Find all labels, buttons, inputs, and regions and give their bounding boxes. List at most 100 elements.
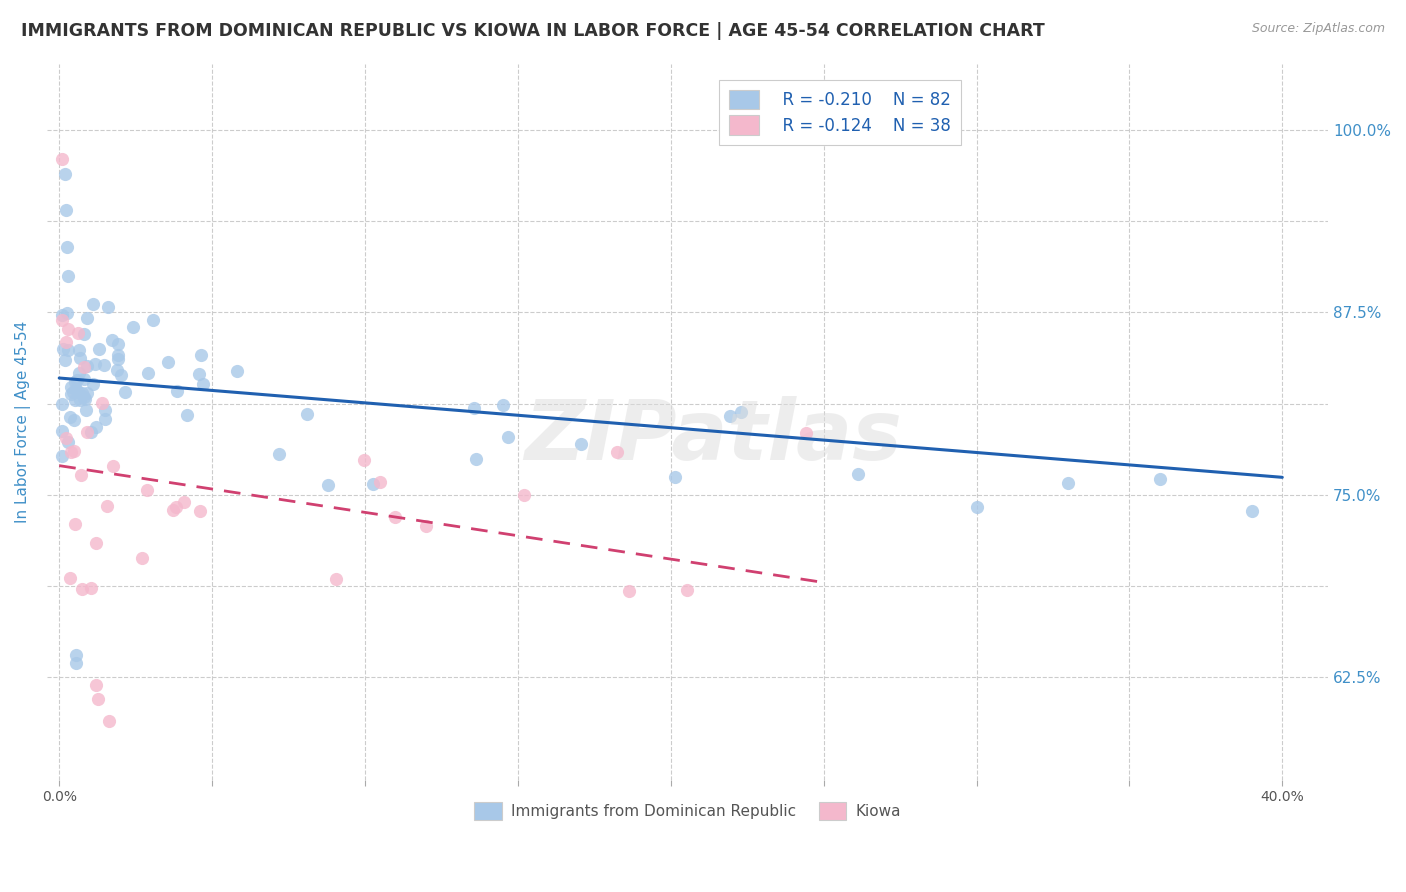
Point — [107, 351, 129, 366]
Point — [107, 348, 129, 362]
Point — [93, 358, 115, 372]
Point — [58, 435, 80, 450]
Point — [718, 409, 741, 424]
Point — [114, 384, 136, 399]
Point — [76, 425, 98, 440]
Point — [325, 573, 347, 587]
Point — [72, 326, 94, 341]
Point — [569, 436, 592, 450]
Point — [67, 343, 90, 358]
Point — [52, 342, 75, 356]
Point — [79, 582, 101, 596]
Point — [73, 392, 96, 406]
Point — [664, 470, 686, 484]
Point — [188, 367, 211, 381]
Text: Source: ZipAtlas.com: Source: ZipAtlas.com — [1251, 22, 1385, 36]
Point — [63, 412, 86, 426]
Point — [76, 310, 98, 325]
Point — [66, 373, 89, 387]
Point — [173, 494, 195, 508]
Point — [101, 333, 124, 347]
Point — [70, 386, 93, 401]
Point — [63, 375, 86, 389]
Point — [58, 268, 80, 283]
Point — [59, 571, 82, 585]
Point — [56, 322, 79, 336]
Point — [136, 366, 159, 380]
Point — [76, 386, 98, 401]
Point — [90, 395, 112, 409]
Point — [110, 368, 132, 382]
Point — [65, 516, 87, 531]
Point — [82, 377, 104, 392]
Point — [73, 390, 96, 404]
Legend: Immigrants from Dominican Republic, Kiowa: Immigrants from Dominican Republic, Kiow… — [468, 796, 907, 826]
Point — [846, 467, 869, 481]
Point — [94, 403, 117, 417]
Point — [79, 425, 101, 440]
Point — [84, 357, 107, 371]
Point — [51, 397, 73, 411]
Point — [176, 409, 198, 423]
Point — [70, 468, 93, 483]
Point — [606, 445, 628, 459]
Point — [190, 348, 212, 362]
Point — [465, 452, 488, 467]
Point — [463, 401, 485, 415]
Point — [191, 376, 214, 391]
Point — [1240, 504, 1263, 518]
Point — [59, 409, 82, 424]
Point — [53, 353, 76, 368]
Point — [65, 656, 87, 670]
Point — [55, 203, 77, 218]
Point — [101, 459, 124, 474]
Point — [142, 313, 165, 327]
Point — [63, 392, 86, 407]
Text: ZIPatlas: ZIPatlas — [524, 396, 903, 476]
Point — [56, 343, 79, 357]
Point — [513, 488, 536, 502]
Point — [84, 420, 107, 434]
Point — [1149, 472, 1171, 486]
Point — [966, 500, 988, 514]
Point — [225, 364, 247, 378]
Point — [94, 412, 117, 426]
Point — [53, 167, 76, 181]
Point — [1057, 475, 1080, 490]
Point — [730, 404, 752, 418]
Point — [121, 320, 143, 334]
Point — [59, 444, 82, 458]
Point — [51, 312, 73, 326]
Point — [794, 425, 817, 440]
Point — [353, 453, 375, 467]
Point — [59, 387, 82, 401]
Point — [156, 355, 179, 369]
Point — [97, 714, 120, 729]
Point — [51, 152, 73, 166]
Point — [59, 380, 82, 394]
Point — [676, 582, 699, 597]
Point — [84, 678, 107, 692]
Point — [75, 402, 97, 417]
Text: IMMIGRANTS FROM DOMINICAN REPUBLIC VS KIOWA IN LABOR FORCE | AGE 45-54 CORRELATI: IMMIGRANTS FROM DOMINICAN REPUBLIC VS KI… — [21, 22, 1045, 40]
Point — [67, 384, 90, 399]
Point — [297, 407, 319, 421]
Point — [51, 424, 73, 438]
Point — [188, 504, 211, 518]
Point — [76, 359, 98, 373]
Point — [65, 648, 87, 663]
Point — [62, 385, 84, 400]
Point — [370, 475, 392, 489]
Point — [165, 500, 187, 514]
Point — [82, 297, 104, 311]
Point — [84, 536, 107, 550]
Point — [66, 326, 89, 341]
Point — [56, 239, 79, 253]
Point — [51, 308, 73, 322]
Point — [384, 510, 406, 524]
Point — [267, 447, 290, 461]
Point — [63, 443, 86, 458]
Point — [617, 584, 640, 599]
Point — [166, 384, 188, 398]
Point — [97, 300, 120, 314]
